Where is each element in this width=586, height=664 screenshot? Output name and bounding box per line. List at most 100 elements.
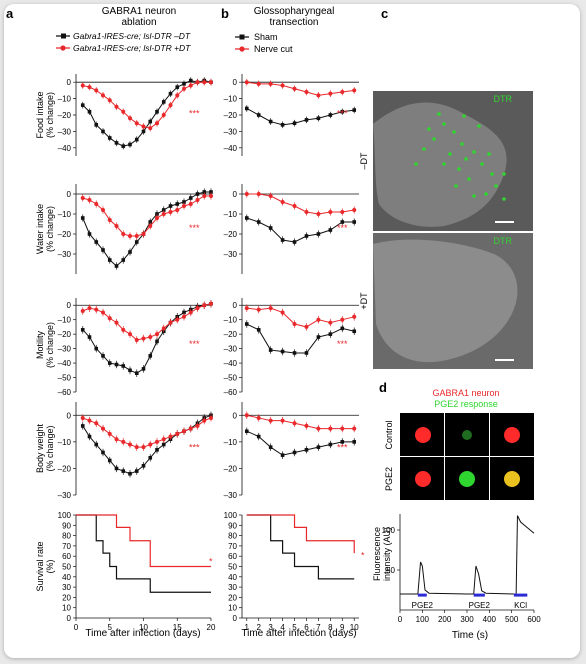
x-tick-label: 15 [173, 623, 182, 632]
data-point [182, 429, 186, 434]
data-point [340, 440, 345, 444]
data-point [114, 362, 119, 367]
data-point [148, 119, 153, 124]
data-point [316, 445, 321, 449]
data-point [94, 240, 99, 244]
data-point [87, 335, 92, 339]
neuron-red-pge2 [415, 471, 431, 487]
data-point [101, 310, 105, 315]
figure-canvas: a b c d GABRA1 neuron ablation Gabra1-IR… [6, 6, 541, 641]
y-tick-label: 50 [228, 563, 237, 572]
y-axis-label-units: (% change) [45, 92, 55, 138]
data-point [134, 469, 139, 473]
y-tick-label: 0 [67, 190, 72, 199]
y-tick-label: –40 [58, 144, 72, 153]
dtr-cell [448, 152, 452, 156]
data-point [101, 426, 105, 431]
legend-a-series2: Gabra1-IRES-cre; lsl-DTR +DT [73, 43, 191, 53]
data-point [292, 421, 297, 426]
data-point [80, 83, 85, 88]
dtr-cell [460, 142, 464, 146]
data-point [114, 141, 119, 145]
data-point [268, 418, 273, 423]
data-point [304, 118, 309, 122]
data-point [155, 332, 159, 337]
figure-card: a b c d GABRA1 neuron ablation Gabra1-IR… [4, 4, 580, 658]
data-point [202, 194, 207, 198]
y-tick-label: –10 [224, 316, 238, 325]
y-tick-label: 30 [228, 583, 237, 592]
data-point [148, 126, 153, 131]
data-point [328, 320, 333, 325]
dtr-cell [452, 130, 456, 134]
data-point [280, 200, 285, 204]
panel-d-line2: PGE2 response [434, 399, 498, 409]
stimulus-label: PGE2 [469, 601, 491, 610]
data-point [134, 137, 139, 142]
y-axis-label: Body weight [35, 423, 45, 473]
dtr-cell [490, 172, 494, 176]
data-point [155, 439, 159, 444]
dtr-cell [422, 147, 426, 151]
data-point [101, 248, 105, 252]
neuron-merge-control [504, 427, 520, 443]
data-point [244, 192, 249, 196]
data-point [340, 220, 345, 224]
data-point [202, 80, 207, 85]
y-tick-label: –60 [58, 388, 72, 397]
y-tick-label: –30 [224, 127, 238, 136]
data-point [121, 327, 126, 332]
data-point [256, 434, 261, 439]
survival-significance: * [361, 550, 365, 560]
y-tick-label: –40 [58, 359, 72, 368]
data-point [316, 335, 321, 339]
y-tick-label: 40 [62, 573, 71, 582]
data-point [101, 93, 105, 98]
y-tick-label: 80 [228, 532, 237, 541]
data-point [128, 116, 132, 121]
y-tick-label: 0 [233, 190, 238, 199]
panel-a-title-line2: ablation [121, 17, 156, 28]
series-line-control [246, 430, 355, 456]
y-axis-label: Water intake [35, 204, 45, 254]
chart-b-motility: 0 –10 –20 –30 –40 –50 –60 *** [224, 298, 359, 397]
y-tick-label: –30 [58, 250, 72, 259]
panel-letter-d: d [379, 380, 387, 395]
y-tick-label: –30 [224, 491, 238, 500]
data-point [182, 200, 186, 204]
data-point [244, 322, 249, 326]
data-point [121, 258, 126, 262]
data-point [340, 210, 345, 214]
x-tick-label: 300 [460, 615, 474, 624]
significance-stars: *** [337, 109, 348, 119]
data-point [328, 91, 333, 96]
y-tick-label: 50 [62, 563, 71, 572]
y-tick-label: –20 [58, 230, 72, 239]
data-point [304, 324, 309, 329]
data-point [134, 371, 139, 375]
data-point [114, 320, 119, 325]
dtr-cell [462, 114, 466, 118]
panel-d-xlabel: Time (s) [452, 630, 488, 641]
dtr-cell [432, 137, 436, 141]
data-point [280, 83, 285, 88]
panel-d-row1: Control [384, 420, 394, 449]
data-point [256, 220, 261, 224]
data-point [352, 108, 357, 112]
stimulus-bar-pge2 [473, 593, 485, 597]
survival-line-control [246, 514, 355, 580]
y-tick-label: –30 [58, 345, 72, 354]
dtr-cell [480, 162, 484, 166]
data-point [94, 88, 99, 93]
data-point [268, 194, 273, 198]
data-point [340, 426, 345, 431]
y-tick-label: –50 [224, 374, 238, 383]
data-point [141, 336, 146, 341]
data-point [304, 90, 309, 95]
data-point [141, 124, 146, 129]
data-point [202, 303, 207, 308]
data-point [114, 264, 119, 268]
data-point [134, 445, 139, 450]
data-point [195, 80, 200, 85]
